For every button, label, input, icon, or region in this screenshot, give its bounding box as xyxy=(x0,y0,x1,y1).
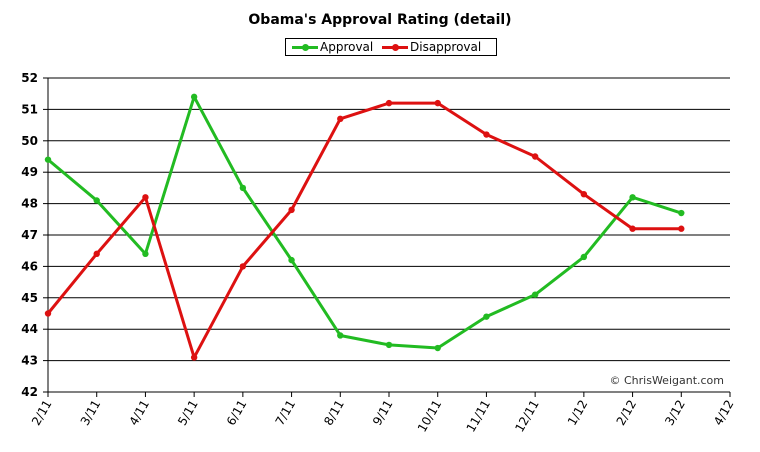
data-point-disapproval xyxy=(678,225,685,232)
x-tick-label: 2/12 xyxy=(614,398,640,428)
data-point-disapproval xyxy=(239,263,247,270)
x-tick-label: 4/11 xyxy=(126,398,152,428)
data-point-disapproval xyxy=(288,206,295,214)
x-tick-label: 12/11 xyxy=(512,398,541,435)
x-tick-label: 3/11 xyxy=(78,398,104,428)
data-point-disapproval xyxy=(629,225,636,232)
data-point-disapproval xyxy=(580,190,588,198)
x-tick-label: 5/11 xyxy=(175,398,201,428)
data-point-disapproval xyxy=(483,131,490,138)
y-tick-label: 43 xyxy=(21,354,38,368)
y-tick-label: 52 xyxy=(21,71,38,85)
data-point-disapproval xyxy=(93,250,100,258)
x-tick-label: 11/11 xyxy=(464,398,493,435)
series-line-approval xyxy=(46,95,683,350)
data-point-approval xyxy=(678,209,685,217)
legend: Approval Disapproval xyxy=(285,38,497,56)
x-tick-label: 8/11 xyxy=(321,398,347,428)
x-tick-label: 7/11 xyxy=(273,398,299,428)
data-point-approval xyxy=(483,313,490,320)
x-tick-label: 9/11 xyxy=(370,398,396,428)
data-point-disapproval xyxy=(190,354,198,361)
data-point-disapproval xyxy=(385,99,393,107)
x-tick-label: 3/12 xyxy=(662,398,688,428)
data-point-disapproval xyxy=(337,115,344,123)
x-tick-label: 10/11 xyxy=(415,398,444,435)
data-point-disapproval xyxy=(142,194,149,201)
data-point-approval xyxy=(239,184,247,192)
x-tick-label: 4/12 xyxy=(711,398,737,428)
data-point-disapproval xyxy=(531,153,539,160)
data-point-approval xyxy=(190,93,198,101)
y-tick-label: 45 xyxy=(21,291,38,305)
data-point-disapproval xyxy=(44,310,52,317)
y-tick-label: 51 xyxy=(21,102,38,116)
y-tick-label: 47 xyxy=(21,228,38,242)
legend-swatch-approval xyxy=(292,39,318,55)
y-tick-label: 49 xyxy=(21,165,38,179)
x-tick-label: 2/11 xyxy=(29,398,55,428)
y-tick-label: 48 xyxy=(21,197,38,211)
y-tick-label: 46 xyxy=(21,259,38,273)
data-point-approval xyxy=(385,341,393,349)
data-point-approval xyxy=(44,156,52,163)
legend-label-disapproval: Disapproval xyxy=(410,40,482,54)
data-point-approval xyxy=(142,250,149,258)
y-tick-label: 42 xyxy=(21,385,38,399)
series-line-disapproval xyxy=(46,101,683,359)
data-point-approval xyxy=(93,197,100,204)
legend-label-approval: Approval xyxy=(320,40,374,54)
watermark: © ChrisWeigant.com xyxy=(609,374,724,387)
y-tick-label: 50 xyxy=(21,134,38,148)
legend-swatch-disapproval xyxy=(382,39,408,55)
data-point-approval xyxy=(337,332,344,339)
data-point-approval xyxy=(531,291,539,298)
data-point-approval xyxy=(580,253,588,261)
data-point-approval xyxy=(629,194,636,201)
x-tick-label: 6/11 xyxy=(224,398,250,428)
data-point-approval xyxy=(434,344,441,352)
legend-item-approval: Approval xyxy=(292,39,373,55)
data-point-disapproval xyxy=(434,99,441,107)
y-tick-label: 44 xyxy=(21,322,38,336)
x-tick-label: 1/12 xyxy=(565,398,591,428)
chart-title: Obama's Approval Rating (detail) xyxy=(248,12,512,28)
data-point-approval xyxy=(288,256,295,264)
legend-item-disapproval: Disapproval xyxy=(382,39,481,55)
